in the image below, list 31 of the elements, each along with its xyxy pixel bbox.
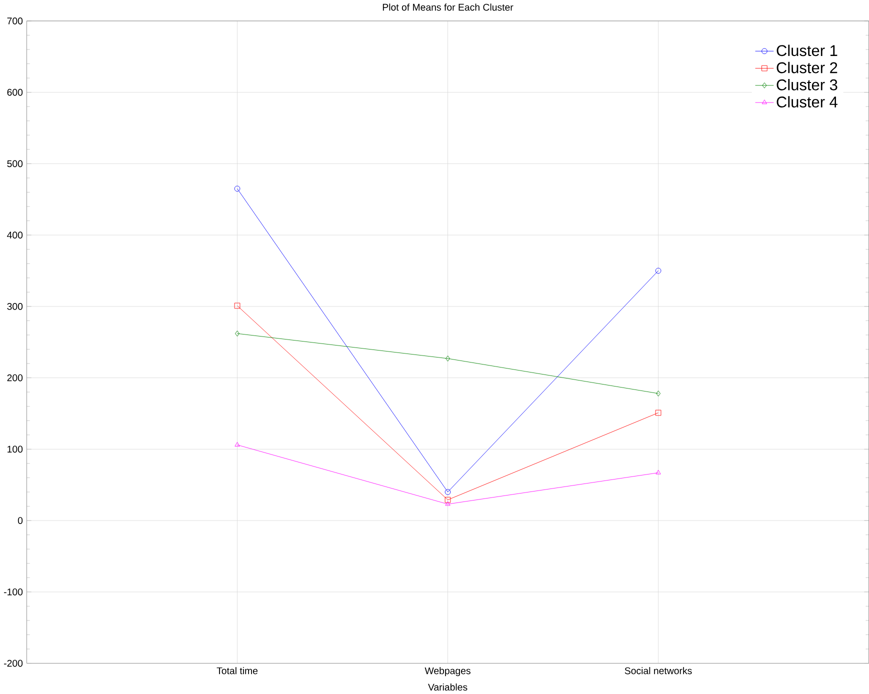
- x-tick-label: Webpages: [424, 666, 470, 676]
- y-tick-label: -100: [4, 588, 23, 596]
- legend-label: Cluster 4: [776, 96, 838, 108]
- point: [655, 410, 662, 416]
- point: [444, 489, 451, 495]
- y-tick-label: 200: [7, 374, 23, 382]
- point: [445, 501, 450, 506]
- y-tick-label: -200: [4, 660, 23, 667]
- y-tick-label: 600: [7, 88, 23, 96]
- y-tick-label: 500: [7, 160, 23, 168]
- chart-title: Plot of Means for Each Cluster: [382, 3, 514, 11]
- point: [235, 330, 240, 336]
- x-tick-label: Social networks: [624, 666, 692, 674]
- point: [234, 302, 240, 309]
- y-tick-label: 400: [7, 232, 23, 238]
- x-tick-label: Total time: [216, 666, 258, 674]
- y-tick-label: 700: [7, 17, 23, 24]
- x-axis-title: Variables: [428, 683, 468, 691]
- legend-label: Cluster 3: [776, 78, 838, 90]
- legend-label: Cluster 2: [776, 62, 838, 74]
- y-tick-label: 100: [8, 446, 23, 453]
- point: [444, 496, 451, 503]
- point: [446, 356, 450, 362]
- legend-label: Cluster 1: [776, 44, 838, 56]
- y-tick-label: 0: [18, 517, 23, 524]
- y-tick-label: 300: [7, 302, 23, 310]
- point: [234, 442, 240, 446]
- point: [655, 268, 662, 274]
- point: [234, 186, 240, 192]
- point: [656, 390, 661, 396]
- point: [656, 470, 661, 474]
